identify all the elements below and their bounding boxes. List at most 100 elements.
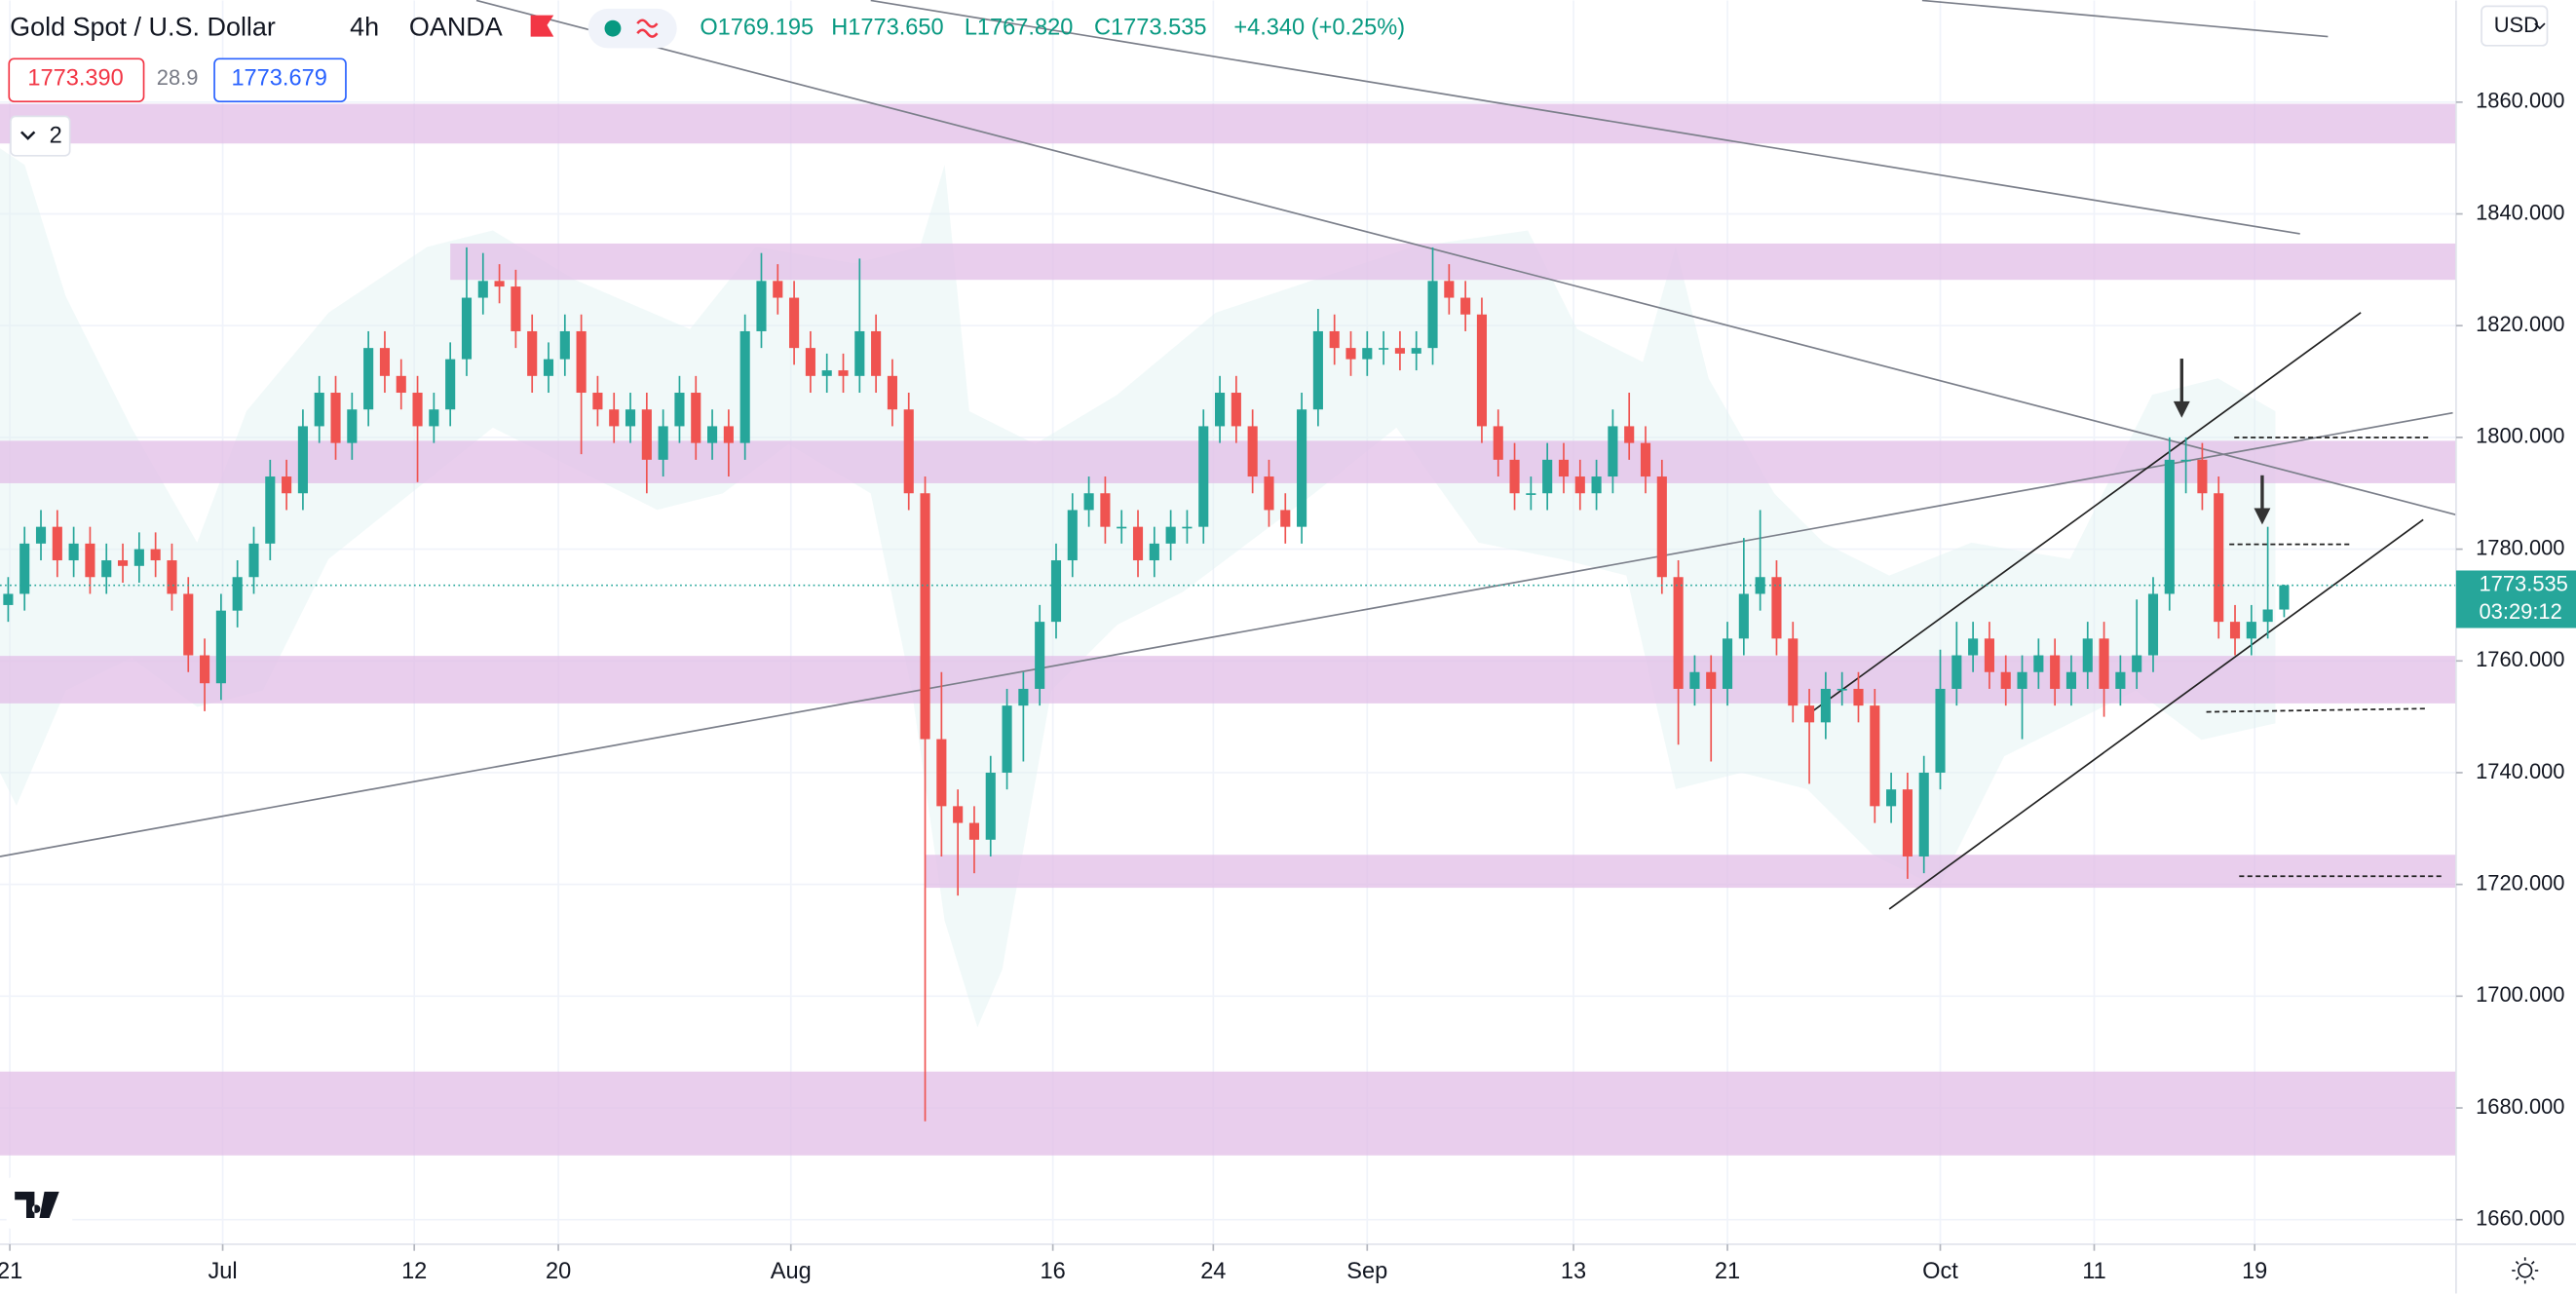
candle-body <box>920 493 930 740</box>
y-tick-label: 1780.000 <box>2476 535 2564 559</box>
candle-body <box>1444 281 1455 298</box>
candle-body <box>1820 688 1831 723</box>
candle-body <box>723 426 734 443</box>
candle-body <box>968 822 980 840</box>
candle-body <box>1132 526 1144 561</box>
candle-body <box>2132 655 2142 672</box>
currency-button[interactable] <box>2481 5 2549 47</box>
candle-body <box>1427 281 1438 349</box>
candle-body <box>641 409 652 460</box>
candle-body <box>739 330 750 443</box>
candle-body <box>1198 426 1209 527</box>
candle-body <box>1018 688 1029 706</box>
candle-body <box>1886 789 1897 807</box>
ohlc-open: O1769.195 <box>700 15 814 40</box>
candle-body <box>2000 671 2011 689</box>
candle-body <box>838 370 849 376</box>
x-tick-label: 20 <box>546 1259 571 1284</box>
indicator-toggle[interactable] <box>10 115 71 157</box>
channel-line <box>1888 518 2424 910</box>
candle-body <box>2065 671 2077 689</box>
x-tick-label: 19 <box>2242 1259 2267 1284</box>
zone <box>925 855 2456 889</box>
candle-body <box>1509 459 1520 494</box>
drawings <box>0 0 2457 910</box>
candle-body <box>707 426 718 443</box>
candle-body <box>35 526 47 544</box>
candle-body <box>2180 459 2191 462</box>
tv-logo[interactable] <box>6 1176 73 1230</box>
candle-body <box>1706 671 1717 689</box>
candle-body <box>1608 426 1618 477</box>
flag-icon[interactable] <box>530 15 554 37</box>
buy-button[interactable] <box>213 57 347 103</box>
candle-body <box>2214 493 2224 623</box>
candle-body <box>477 281 488 298</box>
settings-icon[interactable] <box>2512 1257 2539 1284</box>
candle-body <box>282 476 292 494</box>
x-tick-label: Jul <box>208 1259 237 1284</box>
candle-body <box>1493 426 1503 460</box>
candle-body <box>527 330 538 376</box>
y-tick-label: 1720.000 <box>2476 870 2564 894</box>
candle-body <box>756 281 767 331</box>
candle-body <box>1656 476 1667 578</box>
candle-body <box>559 330 570 360</box>
y-tick-label: 1700.000 <box>2476 982 2564 1007</box>
indicator-count: 2 <box>50 124 62 149</box>
status-pill[interactable] <box>587 8 677 49</box>
candle-body <box>330 393 341 443</box>
candle-body <box>1394 348 1405 354</box>
candle-body <box>445 359 456 410</box>
candle-body <box>887 375 897 410</box>
candle-body <box>2229 622 2241 639</box>
y-tick-label: 1740.000 <box>2476 759 2564 783</box>
candle-body <box>1951 655 1962 689</box>
candle-body <box>1231 393 1241 427</box>
arrows <box>2173 359 2271 525</box>
ohlc-close: C1773.535 <box>1094 15 1206 40</box>
candle-body <box>1542 459 1553 494</box>
candles <box>0 247 2456 1122</box>
zone <box>0 440 2456 483</box>
candle-body <box>2147 593 2159 656</box>
channel-line <box>1806 312 2362 716</box>
ohlc-change: +4.340 (+0.25%) <box>1233 15 1405 40</box>
x-tick-label: 16 <box>1041 1259 1066 1284</box>
candle-body <box>363 348 374 410</box>
logo-bg <box>6 1176 73 1230</box>
candle-body <box>2033 655 2044 672</box>
sell-button[interactable] <box>8 57 145 103</box>
chevron-icon <box>20 131 36 140</box>
candle-body <box>1853 688 1864 706</box>
x-tick-label: 12 <box>401 1259 427 1284</box>
spread: 28.9 <box>157 65 199 90</box>
candle-body <box>19 543 30 594</box>
candle-body <box>167 560 177 594</box>
candle-body <box>2115 671 2126 689</box>
zone <box>0 656 2456 704</box>
candle-body <box>232 577 243 611</box>
x-tick-label: Sep <box>1346 1259 1387 1284</box>
arrow-head <box>2254 508 2271 525</box>
candle-body <box>871 330 882 376</box>
candle-body <box>3 593 14 605</box>
candle-body <box>1918 772 1929 856</box>
zones <box>0 103 2456 1156</box>
candle-body <box>1837 688 1847 691</box>
candle-body <box>1329 330 1340 349</box>
x-tick-label: 21 <box>1715 1259 1740 1284</box>
logo-mark <box>15 1191 59 1218</box>
candle-body <box>2246 622 2256 639</box>
candle-body <box>52 526 62 561</box>
gear-core <box>2518 1263 2533 1278</box>
candle-body <box>265 476 276 544</box>
candle-body <box>396 375 406 394</box>
candle-body <box>543 359 554 376</box>
candle-body <box>1182 526 1193 529</box>
x-tick-label: 13 <box>1561 1259 1586 1284</box>
candle-body <box>592 393 603 410</box>
candle-body <box>1902 789 1913 856</box>
